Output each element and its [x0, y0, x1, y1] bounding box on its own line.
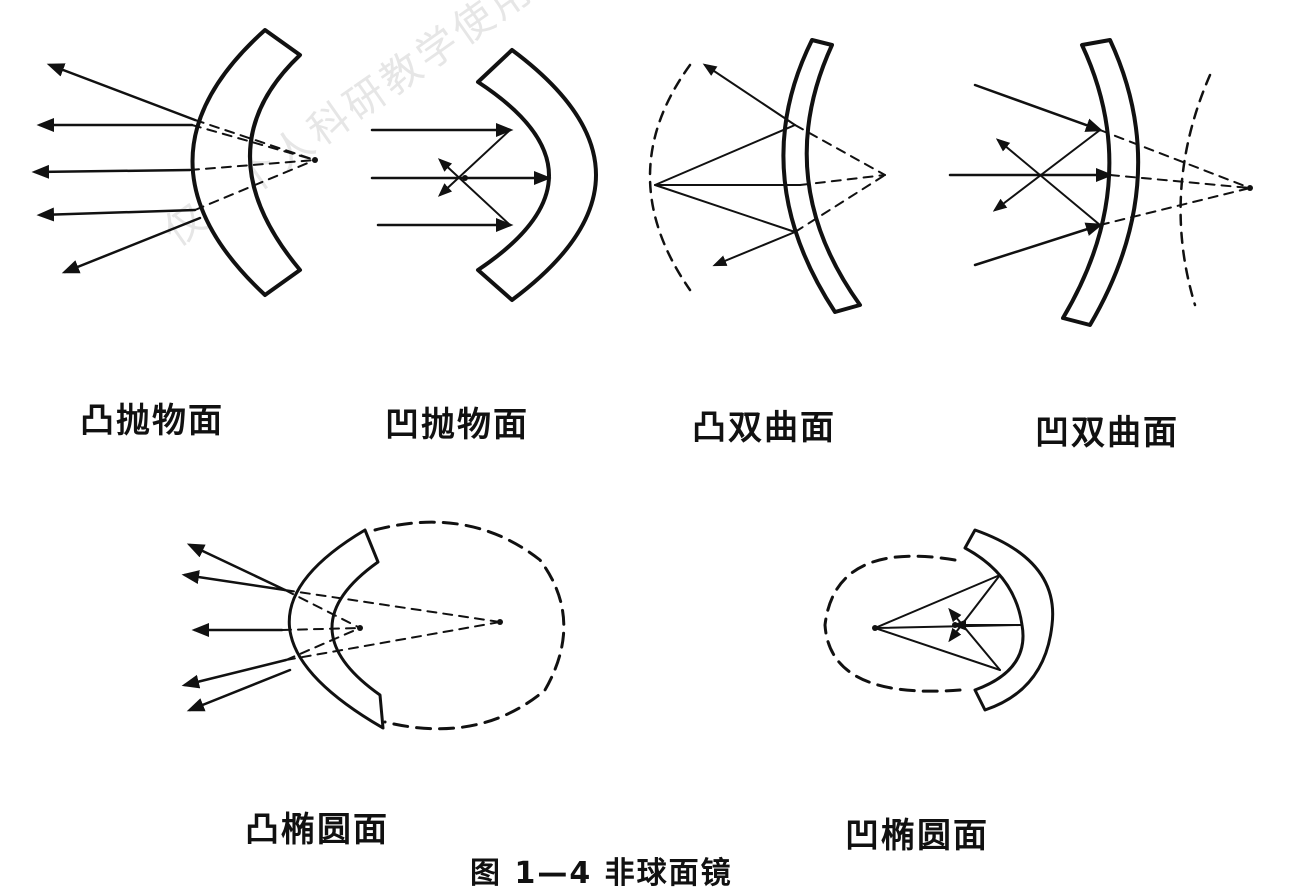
- focus-point: [497, 619, 503, 625]
- hyperbola-branch: [1179, 73, 1212, 307]
- mirror-body: [963, 528, 1055, 712]
- mirror-body: [1061, 38, 1141, 327]
- virtual-rays: [281, 589, 501, 661]
- mirror-body: [287, 528, 385, 730]
- concave-ellipsoidal-mirror: [823, 528, 1055, 712]
- label-concave-ellipsoidal: 凹椭圆面: [845, 816, 989, 856]
- virtual-rays: [794, 124, 886, 233]
- virtual-rays: [189, 119, 316, 211]
- aspheric-mirrors-diagram: [31, 28, 1253, 731]
- label-convex-hyperbolic: 凸双曲面: [692, 408, 836, 448]
- focus-point: [872, 625, 878, 631]
- reflected-rays: [702, 63, 796, 267]
- focus-point: [462, 175, 468, 181]
- label-convex-ellipsoidal: 凸椭圆面: [245, 810, 389, 850]
- incident-rays: [31, 63, 202, 274]
- label-concave-parabolic: 凹抛物面: [385, 405, 529, 445]
- concave-parabolic-mirror: [370, 48, 598, 302]
- focus-point: [357, 625, 363, 631]
- incident-rays: [181, 543, 292, 712]
- convex-hyperbolic-mirror: [648, 38, 886, 314]
- real-rays: [654, 124, 801, 233]
- figure-caption: 图 1—4 非球面镜: [470, 856, 733, 891]
- incident-rays: [948, 83, 1114, 267]
- rays: [874, 574, 1021, 671]
- hyperbola-branch: [648, 63, 692, 292]
- mirror-body: [476, 48, 598, 302]
- reflected-rays: [437, 129, 549, 226]
- reflected-rays: [992, 129, 1101, 226]
- ellipse-outline: [373, 520, 566, 731]
- label-convex-parabolic: 凸抛物面: [80, 401, 224, 441]
- focus-point: [1247, 185, 1253, 191]
- concave-hyperbolic-mirror: [948, 38, 1253, 327]
- label-concave-hyperbolic: 凹双曲面: [1035, 413, 1179, 453]
- mirror-body: [781, 38, 862, 314]
- focus-point: [312, 157, 318, 163]
- convex-ellipsoidal-mirror: [181, 520, 566, 731]
- convex-parabolic-mirror: [31, 28, 318, 297]
- focus-point: [952, 622, 958, 628]
- virtual-rays: [1099, 129, 1251, 226]
- ellipse-outline: [823, 554, 962, 693]
- mirror-body: [190, 28, 302, 297]
